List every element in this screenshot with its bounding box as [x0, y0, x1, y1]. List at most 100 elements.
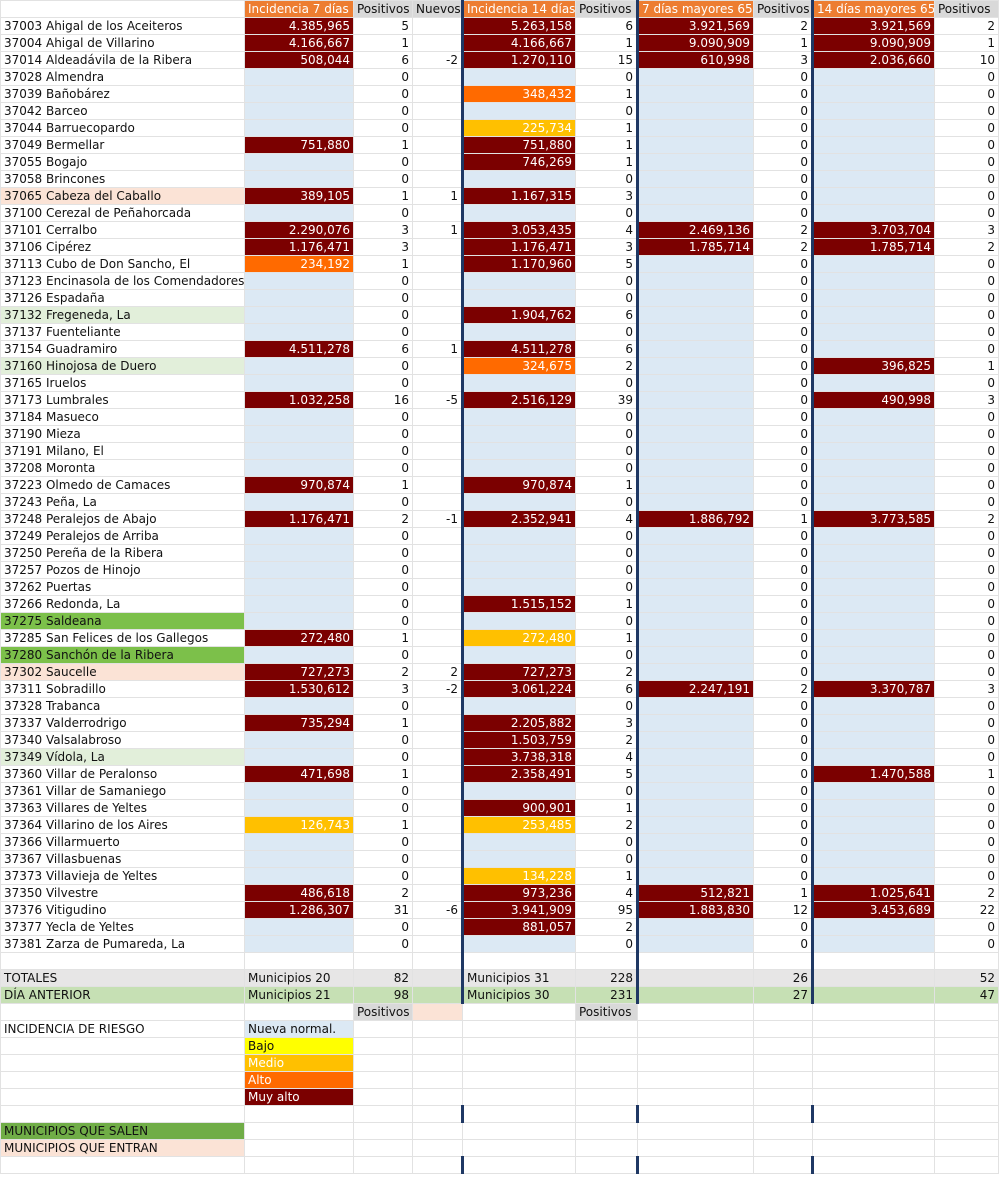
empty-cell[interactable]	[811, 1105, 935, 1123]
positivos-m7-cell[interactable]: 0	[753, 697, 813, 715]
municipality-cell[interactable]: 37373 Villavieja de Yeltes	[0, 867, 245, 885]
incidencia-7-cell[interactable]: 1.032,258	[244, 391, 354, 409]
incidencia-7-cell[interactable]	[244, 425, 354, 443]
positivos-m7-cell[interactable]: 0	[753, 935, 813, 953]
empty-cell[interactable]	[412, 1122, 463, 1140]
incidencia-7-cell[interactable]: 389,105	[244, 187, 354, 205]
incidencia-14-cell[interactable]	[461, 544, 576, 562]
nuevos-cell[interactable]	[412, 765, 463, 783]
nuevos-cell[interactable]	[412, 731, 463, 749]
positivos-7-cell[interactable]: 0	[353, 374, 413, 392]
positivos-m14-cell[interactable]: 0	[934, 646, 999, 664]
municipality-cell[interactable]: 37328 Trabanca	[0, 697, 245, 715]
empty-cell[interactable]	[412, 969, 463, 987]
empty-cell[interactable]	[353, 1054, 413, 1072]
empty-cell[interactable]	[575, 1054, 638, 1072]
mayores65-14-cell[interactable]	[811, 527, 935, 545]
incidencia-7-cell[interactable]	[244, 561, 354, 579]
empty-cell[interactable]	[244, 1122, 354, 1140]
positivos-7-cell[interactable]: 0	[353, 578, 413, 596]
positivos-m7-cell[interactable]: 0	[753, 527, 813, 545]
incidencia-7-cell[interactable]	[244, 272, 354, 290]
incidencia-7-cell[interactable]	[244, 85, 354, 103]
empty-cell[interactable]	[353, 1105, 413, 1123]
mayores65-14-cell[interactable]: 396,825	[811, 357, 935, 375]
nuevos-cell[interactable]	[412, 918, 463, 936]
positivos-7-cell[interactable]: 0	[353, 833, 413, 851]
empty-cell[interactable]	[0, 1105, 245, 1123]
incidencia-14-cell[interactable]: 900,901	[461, 799, 576, 817]
positivos-7-cell[interactable]: 3	[353, 221, 413, 239]
empty-cell[interactable]	[412, 1105, 463, 1123]
municipality-cell[interactable]: 37106 Cipérez	[0, 238, 245, 256]
positivos-m7-cell[interactable]: 1	[753, 884, 813, 902]
nuevos-cell[interactable]	[412, 935, 463, 953]
mayores65-14-cell[interactable]	[811, 918, 935, 936]
mayores65-14-cell[interactable]	[811, 136, 935, 154]
mayores65-14-cell[interactable]	[811, 850, 935, 868]
summary-positivos-14[interactable]: 228	[575, 969, 638, 987]
mayores65-7-cell[interactable]	[636, 357, 754, 375]
positivos-m14-cell[interactable]: 3	[934, 391, 999, 409]
mayores65-14-cell[interactable]	[811, 153, 935, 171]
nuevos-cell[interactable]	[412, 476, 463, 494]
nuevos-cell[interactable]	[412, 289, 463, 307]
nuevos-cell[interactable]	[412, 646, 463, 664]
mayores65-14-cell[interactable]	[811, 629, 935, 647]
positivos-m14-cell[interactable]: 0	[934, 799, 999, 817]
positivos-m14-cell[interactable]: 0	[934, 748, 999, 766]
positivos-m7-cell[interactable]: 12	[753, 901, 813, 919]
mayores65-14-cell[interactable]	[811, 408, 935, 426]
empty-cell[interactable]	[753, 1020, 813, 1038]
nuevos-cell[interactable]	[412, 34, 463, 52]
positivos-m14-cell[interactable]: 0	[934, 476, 999, 494]
municipality-cell[interactable]: 37044 Barruecopardo	[0, 119, 245, 137]
incidencia-14-cell[interactable]: 1.176,471	[461, 238, 576, 256]
positivos-m7-cell[interactable]: 1	[753, 34, 813, 52]
nuevos-cell[interactable]	[412, 425, 463, 443]
positivos-m7-cell[interactable]: 0	[753, 391, 813, 409]
nuevos-cell[interactable]	[412, 714, 463, 732]
positivos-7-cell[interactable]: 0	[353, 204, 413, 222]
mayores65-7-cell[interactable]	[636, 816, 754, 834]
nuevos-cell[interactable]	[412, 68, 463, 86]
positivos-m7-cell[interactable]: 0	[753, 170, 813, 188]
mayores65-7-cell[interactable]	[636, 340, 754, 358]
empty-cell[interactable]	[412, 1037, 463, 1055]
nuevos-cell[interactable]: 1	[412, 340, 463, 358]
incidencia-7-cell[interactable]	[244, 204, 354, 222]
incidencia-7-cell[interactable]	[244, 731, 354, 749]
positivos-m14-cell[interactable]: 0	[934, 255, 999, 273]
empty-cell[interactable]	[934, 1156, 999, 1174]
mayores65-7-cell[interactable]: 1.785,714	[636, 238, 754, 256]
positivos-14-cell[interactable]: 0	[575, 646, 638, 664]
positivos-14-cell[interactable]: 0	[575, 833, 638, 851]
summary-positivos-7[interactable]: 82	[353, 969, 413, 987]
municipality-cell[interactable]: 37285 San Felices de los Gallegos	[0, 629, 245, 647]
incidencia-14-cell[interactable]: 5.263,158	[461, 17, 576, 35]
empty-cell[interactable]	[0, 1071, 245, 1089]
positivos-14-cell[interactable]: 4	[575, 748, 638, 766]
incidencia-14-cell[interactable]: 970,874	[461, 476, 576, 494]
incidencia-14-cell[interactable]: 1.503,759	[461, 731, 576, 749]
positivos-m14-cell[interactable]: 0	[934, 629, 999, 647]
positivos-7-cell[interactable]: 0	[353, 697, 413, 715]
positivos-14-cell[interactable]: 1	[575, 119, 638, 137]
positivos-7-cell[interactable]: 0	[353, 544, 413, 562]
positivos-14-cell[interactable]: 0	[575, 408, 638, 426]
positivos-m7-cell[interactable]: 0	[753, 68, 813, 86]
mayores65-7-cell[interactable]	[636, 425, 754, 443]
incidencia-14-cell[interactable]	[461, 833, 576, 851]
municipality-cell[interactable]: 37275 Saldeana	[0, 612, 245, 630]
mayores65-14-cell[interactable]	[811, 748, 935, 766]
incidencia-7-cell[interactable]	[244, 527, 354, 545]
summary-positivos-m14[interactable]: 47	[934, 986, 999, 1004]
incidencia-7-cell[interactable]: 126,743	[244, 816, 354, 834]
mayores65-14-cell[interactable]: 3.703,704	[811, 221, 935, 239]
empty-cell[interactable]	[244, 1003, 354, 1021]
positivos-m14-cell[interactable]: 0	[934, 612, 999, 630]
mayores65-7-cell[interactable]	[636, 170, 754, 188]
positivos-m7-cell[interactable]: 0	[753, 867, 813, 885]
mayores65-7-cell[interactable]	[636, 272, 754, 290]
positivos-m14-cell[interactable]: 0	[934, 85, 999, 103]
